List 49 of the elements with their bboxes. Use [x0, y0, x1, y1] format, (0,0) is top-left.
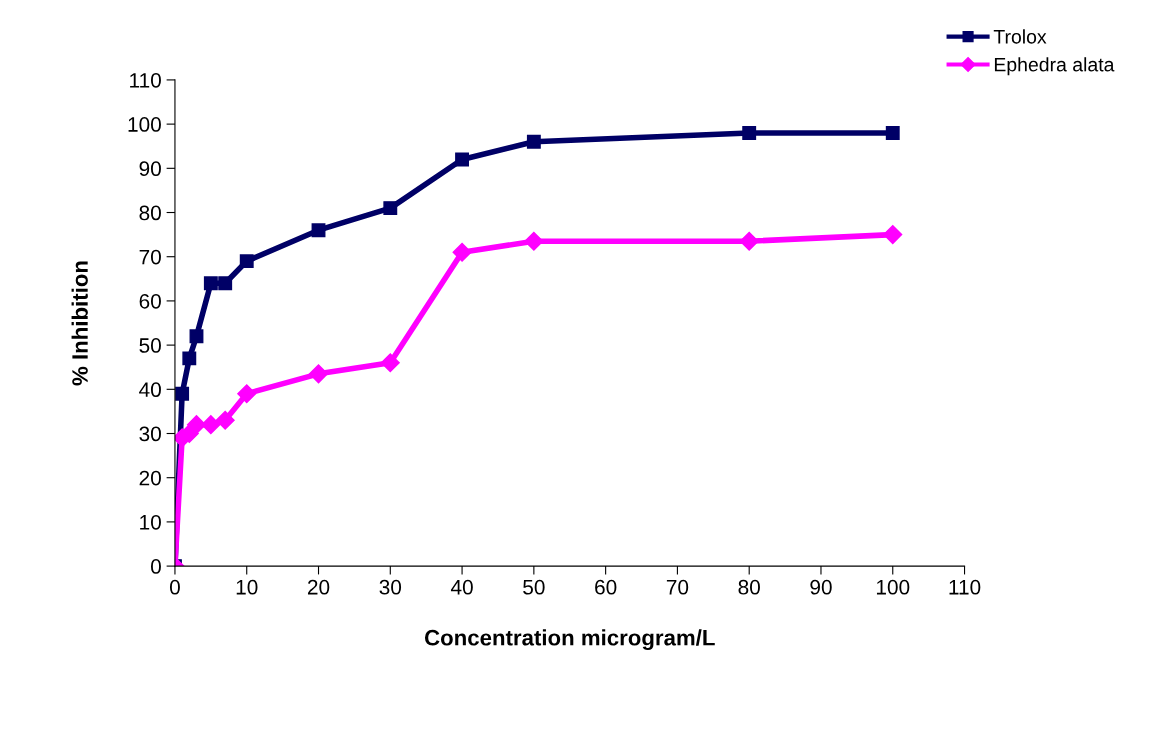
point: [201, 415, 221, 435]
y-tick-label: 10: [140, 514, 161, 530]
legend-label: Ephedra alata: [994, 57, 1115, 76]
y-tick-label: 70: [139, 249, 161, 265]
y-tick-label: 30: [139, 426, 161, 442]
point: [308, 364, 329, 384]
point: [311, 223, 326, 238]
y-tick-label: 20: [139, 470, 161, 486]
x-tick-label: 20: [307, 579, 330, 595]
y-tick-label: 100: [128, 117, 161, 132]
point: [742, 126, 757, 140]
x-tick-label: 30: [379, 579, 402, 595]
x-tick-label: 100: [876, 579, 910, 595]
x-tick-label: 50: [523, 579, 545, 595]
x-tick-label: 40: [450, 579, 473, 595]
x-tick-label: 90: [810, 579, 832, 595]
y-axis-title: % Inhibition: [71, 261, 88, 386]
y-tick-label: 110: [130, 72, 161, 88]
point: [526, 134, 541, 149]
point: [182, 351, 197, 366]
point: [215, 410, 235, 430]
y-tick-label: 50: [139, 338, 161, 353]
point: [239, 254, 254, 269]
point: [380, 353, 400, 373]
point: [189, 329, 204, 344]
y-tick-label: 60: [139, 293, 161, 309]
point: [885, 126, 900, 140]
point: [452, 242, 472, 262]
point: [175, 386, 190, 401]
x-axis-title: Concentration microgram/L: [424, 629, 715, 651]
x-tick-label: 80: [738, 579, 760, 595]
y-tick-label: 90: [139, 161, 161, 177]
point: [739, 231, 759, 251]
x-tick-label: 0: [169, 579, 180, 595]
x-tick-label: 60: [595, 579, 617, 595]
legend-label: Trolox: [993, 29, 1047, 44]
point: [455, 152, 470, 167]
point: [383, 201, 398, 216]
point: [218, 276, 233, 291]
point: [237, 384, 257, 404]
x-tick-label: 110: [949, 579, 981, 595]
y-tick-label: 40: [139, 382, 161, 398]
point: [883, 225, 903, 245]
point: [203, 276, 218, 291]
x-tick-label: 10: [236, 579, 258, 595]
x-tick-label: 70: [666, 579, 689, 595]
y-tick-label: 0: [150, 559, 161, 574]
point: [524, 231, 544, 251]
y-tick-label: 80: [139, 205, 161, 221]
